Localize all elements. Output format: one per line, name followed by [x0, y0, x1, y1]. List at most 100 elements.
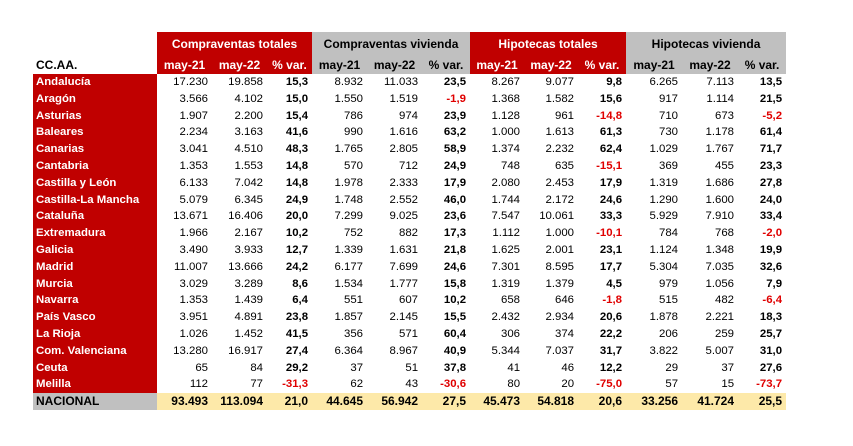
total-row: NACIONAL 93.493 113.094 21,0 44.645 56.942 27,… — [33, 393, 787, 410]
percent-change-cell: 20,6 — [578, 393, 627, 410]
group-header: Compraventas totales — [157, 32, 313, 56]
value-cell: 1.857 — [334, 311, 364, 324]
region-name: Asturias — [33, 107, 157, 125]
value-cell: 6.364 — [334, 344, 364, 357]
table-row: Murcia 3.029 3.289 8,6 1.534 1.777 15,8 1.319 1.… — [33, 275, 786, 293]
percent-change-cell: 33,4 — [759, 210, 783, 223]
percent-change-cell: 21,5 — [759, 92, 783, 105]
percent-change-cell: 20,0 — [285, 210, 309, 223]
value-cell: 41 — [507, 361, 521, 374]
value-cell: 7.037 — [545, 344, 575, 357]
percent-change-cell: 14,8 — [285, 159, 309, 172]
percent-change-cell: 18,3 — [759, 311, 783, 324]
percent-change-cell: -1,9 — [446, 92, 467, 105]
value-cell: 2.200 — [234, 109, 263, 122]
value-cell: 5.929 — [649, 210, 679, 223]
percent-change-cell: 23,5 — [443, 76, 467, 88]
value-cell: 1.582 — [545, 92, 575, 105]
region-name: Melilla — [33, 376, 157, 394]
value-cell: 482 — [715, 294, 735, 307]
table-row: Asturias 1.907 2.200 15,4 786 974 23,9 1.128 961… — [33, 107, 786, 125]
value-cell: 80 — [507, 378, 521, 391]
value-cell: 2.552 — [389, 193, 419, 206]
value-cell: 1.613 — [545, 126, 575, 139]
value-cell: 16.406 — [228, 210, 263, 223]
region-name: Madrid — [33, 258, 157, 276]
value-cell: 1.452 — [234, 327, 263, 340]
ccaa-header: CC.AA. — [36, 58, 78, 72]
value-cell: 1.114 — [706, 92, 735, 105]
table-row: Com. Valenciana 13.280 16.917 27,4 6.364 8.96… — [33, 342, 786, 360]
value-cell: 2.333 — [389, 176, 419, 189]
subcolumn-header: % var. — [267, 56, 313, 74]
value-cell: 979 — [659, 277, 679, 290]
value-cell: 33.256 — [626, 393, 683, 410]
value-cell: 1.631 — [389, 243, 419, 256]
group-header: Hipotecas vivienda — [626, 32, 787, 56]
table-row: Navarra 1.353 1.439 6,4 551 607 10,2 658 646 -1,8… — [33, 292, 786, 310]
value-cell: 1.178 — [705, 126, 735, 139]
value-cell: 1.056 — [705, 277, 735, 290]
value-cell: 882 — [399, 227, 419, 240]
percent-change-cell: 15,8 — [443, 277, 467, 290]
value-cell: 46 — [561, 361, 575, 374]
percent-change-cell: 21,8 — [443, 243, 467, 256]
value-cell: 1.978 — [334, 176, 364, 189]
value-cell: 646 — [555, 294, 575, 307]
region-name: Canarias — [33, 141, 157, 158]
percent-change-cell: -1,8 — [602, 294, 623, 307]
percent-change-cell: 27,8 — [759, 176, 783, 189]
percent-change-cell: 7,9 — [766, 277, 783, 290]
percent-change-cell: 12,7 — [285, 243, 309, 256]
value-cell: 1.767 — [705, 143, 735, 156]
value-cell: 784 — [659, 227, 679, 240]
percent-change-cell: 24,0 — [759, 193, 783, 206]
value-cell: 1.353 — [179, 294, 208, 307]
value-cell: 3.822 — [649, 344, 679, 357]
value-cell: 13.280 — [173, 344, 208, 357]
value-cell: 1.026 — [179, 327, 208, 340]
percent-change-cell: -73,7 — [756, 378, 783, 391]
value-cell: 2.080 — [491, 176, 521, 189]
value-cell: 3.163 — [234, 126, 263, 139]
value-cell: 11.033 — [384, 76, 419, 88]
value-cell: 2.432 — [491, 311, 521, 324]
value-cell: 1.368 — [491, 92, 521, 105]
percent-change-cell: 20,6 — [599, 311, 623, 324]
value-cell: 45.473 — [470, 393, 525, 410]
value-cell: 1.966 — [179, 227, 208, 240]
table-row: Madrid 11.007 13.666 24,2 6.177 7.699 24,6 7.30… — [33, 258, 786, 276]
value-cell: 6.133 — [179, 176, 208, 189]
value-cell: 112 — [189, 378, 208, 391]
statistics-table-container: Compraventas totales Compraventas viviend… — [33, 32, 787, 410]
value-cell: 7.113 — [706, 76, 735, 88]
value-cell: 19.858 — [228, 76, 263, 88]
value-cell: 5.344 — [491, 344, 521, 357]
value-cell: 1.374 — [491, 143, 521, 156]
percent-change-cell: 23,6 — [443, 210, 467, 223]
value-cell: 206 — [659, 327, 679, 340]
percent-change-cell: 10,2 — [285, 227, 309, 240]
value-cell: 635 — [555, 159, 575, 172]
percent-change-cell: 21,0 — [267, 393, 313, 410]
value-cell: 917 — [659, 92, 679, 105]
percent-change-cell: 31,0 — [759, 344, 783, 357]
value-cell: 369 — [659, 159, 679, 172]
value-cell: 29 — [665, 361, 679, 374]
subcolumn-header: may-22 — [682, 56, 739, 74]
value-cell: 455 — [715, 159, 735, 172]
percent-change-cell: 9,8 — [606, 76, 623, 88]
value-cell: 1.553 — [234, 159, 263, 172]
value-cell: 1.319 — [491, 277, 521, 290]
value-cell: 673 — [715, 109, 735, 122]
percent-change-cell: 40,9 — [443, 344, 467, 357]
value-cell: 658 — [501, 294, 521, 307]
value-cell: 8.267 — [491, 76, 521, 88]
value-cell: 1.550 — [334, 92, 364, 105]
value-cell: 3.933 — [234, 243, 263, 256]
region-name: Navarra — [33, 292, 157, 310]
value-cell: 17.230 — [173, 76, 208, 88]
value-cell: 62 — [350, 378, 364, 391]
value-cell: 7.042 — [234, 176, 263, 189]
value-cell: 65 — [195, 361, 208, 374]
